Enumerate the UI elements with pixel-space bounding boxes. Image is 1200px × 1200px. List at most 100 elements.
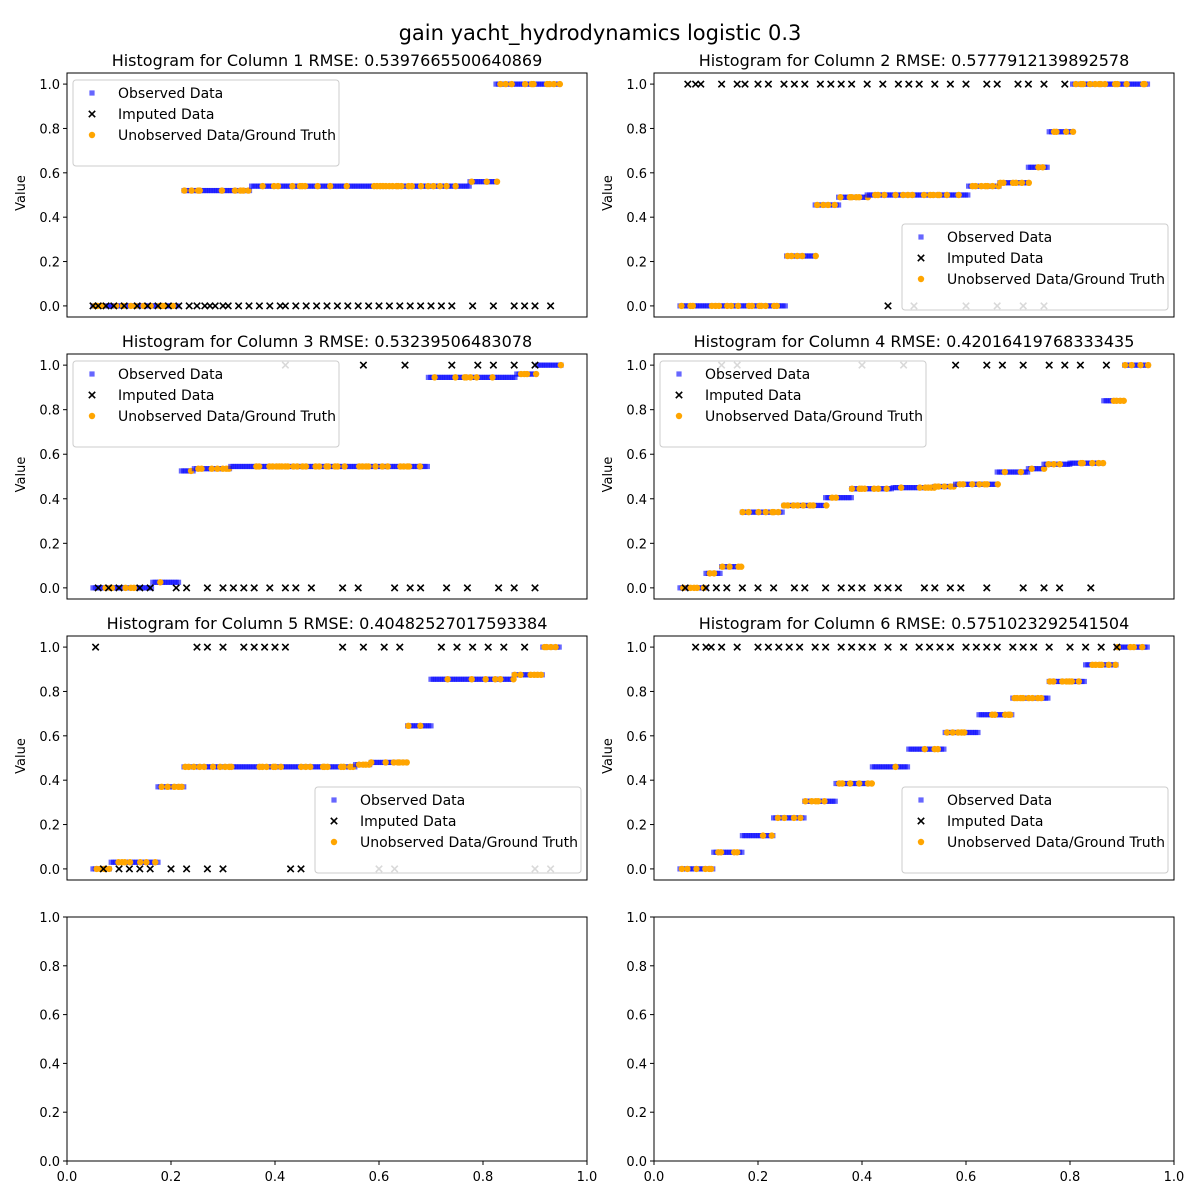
step-7 xyxy=(535,361,565,369)
ground-truth-point xyxy=(497,80,504,88)
imputed-point xyxy=(115,584,123,592)
x-tick-label: 0.4 xyxy=(265,1170,286,1185)
y-tick-label: 1.0 xyxy=(626,911,647,926)
ground-truth-point xyxy=(881,191,888,199)
ground-truth-point xyxy=(417,182,425,190)
imputed-point xyxy=(702,584,710,592)
imputed-point xyxy=(416,302,425,310)
ground-truth-point xyxy=(875,485,882,492)
ground-truth-point xyxy=(231,187,239,194)
step-12 xyxy=(1083,661,1119,669)
figure-title: gain yacht_hydrodynamics logistic 0.3 xyxy=(399,21,802,46)
imputed-point xyxy=(717,643,726,651)
ground-truth-point xyxy=(1050,461,1058,468)
imputed-point xyxy=(133,302,141,310)
imputed-point xyxy=(385,302,394,310)
ground-truth-point xyxy=(468,676,475,683)
legend-label: Imputed Data xyxy=(947,251,1043,267)
legend-label: Observed Data xyxy=(118,367,223,383)
step-12 xyxy=(1041,461,1073,468)
ground-truth-point xyxy=(284,463,291,470)
imputed-point xyxy=(827,80,835,88)
ground-truth-point xyxy=(1045,461,1052,468)
imputed-point xyxy=(520,643,529,651)
y-tick-label: 0.2 xyxy=(39,537,60,552)
imputed-point xyxy=(801,80,809,88)
legend-imputed-marker xyxy=(917,254,925,262)
legend-imputed-marker xyxy=(88,391,96,399)
ground-truth-point xyxy=(417,722,424,730)
imputed-point xyxy=(474,361,482,369)
imputed-point xyxy=(1066,643,1074,651)
legend-observed-marker xyxy=(89,371,95,377)
imputed-point xyxy=(437,302,446,310)
ground-truth-point xyxy=(502,80,509,88)
step-2 xyxy=(249,182,472,190)
ground-truth-point xyxy=(1068,678,1076,685)
ground-truth-point xyxy=(468,178,475,185)
ground-truth-point xyxy=(245,187,252,194)
ground-truth-point xyxy=(1039,164,1046,171)
ground-truth-point xyxy=(431,374,438,381)
observed-point xyxy=(975,729,981,736)
legend-imputed-marker xyxy=(88,110,96,118)
imputed-point xyxy=(1040,80,1048,88)
legend-imputed-marker xyxy=(917,817,925,825)
observed-point xyxy=(148,585,155,591)
imputed-point xyxy=(884,584,892,592)
imputed-point xyxy=(837,584,845,592)
ground-truth-point xyxy=(693,865,700,873)
legend: Observed Data Imputed Data Unobserved Data… xyxy=(659,360,927,448)
imputed-point xyxy=(972,643,981,651)
imputed-point xyxy=(354,302,362,310)
imputed-point xyxy=(193,302,201,310)
imputed-point xyxy=(143,302,152,310)
ground-truth-point xyxy=(408,182,416,190)
imputed-point xyxy=(915,80,923,88)
ground-truth-point xyxy=(1123,80,1130,88)
ground-truth-point xyxy=(228,763,235,771)
step-15 xyxy=(1121,361,1152,369)
y-axis-label: Value xyxy=(14,457,29,493)
ground-truth-point xyxy=(762,508,769,516)
imputed-point xyxy=(193,643,201,651)
imputed-point xyxy=(1055,584,1064,592)
y-tick-label: 0.0 xyxy=(39,863,60,878)
imputed-point xyxy=(203,865,212,873)
ground-truth-point xyxy=(856,780,863,787)
ground-truth-point xyxy=(1121,361,1129,369)
ground-truth-point xyxy=(482,676,489,683)
x-tick-label: 1.0 xyxy=(1164,1170,1185,1185)
ground-truth-point xyxy=(489,374,496,381)
ground-truth-point xyxy=(1141,80,1148,88)
ground-truth-point xyxy=(989,182,996,190)
imputed-point xyxy=(816,80,825,88)
ground-truth-point xyxy=(943,191,951,199)
x-tick-label: 1.0 xyxy=(577,1170,598,1185)
ground-truth-point xyxy=(874,191,882,199)
step-8 xyxy=(942,729,981,736)
ground-truth-point xyxy=(368,759,375,766)
imputed-point xyxy=(775,643,783,651)
imputed-point xyxy=(946,643,955,651)
legend: Observed Data Imputed Data Unobserved Data… xyxy=(72,79,340,167)
imputed-point xyxy=(286,865,295,873)
imputed-point xyxy=(707,643,715,651)
observed-point xyxy=(836,202,842,208)
imputed-point xyxy=(396,643,404,651)
axes-frame xyxy=(653,72,1175,318)
ground-truth-point xyxy=(1040,465,1048,472)
ground-truth-point xyxy=(137,859,144,866)
y-tick-label: 0.8 xyxy=(39,404,60,419)
ground-truth-point xyxy=(1000,179,1007,186)
ground-truth-point xyxy=(1075,678,1083,685)
ground-truth-point xyxy=(272,763,279,771)
imputed-point xyxy=(211,302,219,310)
axes-frame xyxy=(66,635,588,881)
y-tick-label: 0.2 xyxy=(626,537,647,552)
imputed-point xyxy=(1045,361,1053,369)
ground-truth-point xyxy=(185,763,192,771)
y-tick-label: 0.8 xyxy=(626,122,647,137)
ground-truth-point xyxy=(492,676,499,683)
ground-truth-point xyxy=(1105,661,1112,669)
